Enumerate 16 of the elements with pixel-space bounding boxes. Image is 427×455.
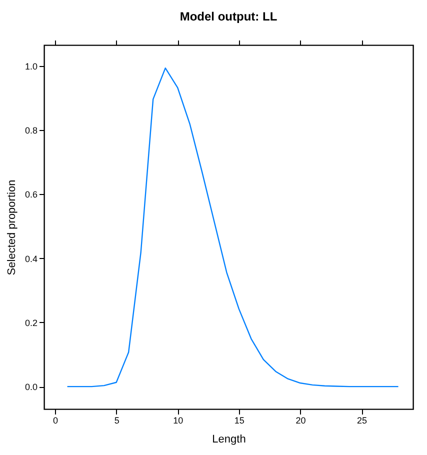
x-tick-label: 5 [114,416,120,426]
x-tick-label: 20 [296,416,306,426]
y-tick-label: 0.0 [24,382,38,392]
y-tick-label: 0.6 [24,190,38,200]
y-tick-label: 1.0 [24,61,38,72]
y-tick-label: 0.4 [24,254,38,264]
x-tick-label: 10 [173,416,184,426]
y-tick-label: 0.8 [24,125,38,136]
chart-title: Model output: LL [180,10,278,24]
x-tick-label: 25 [357,416,368,426]
line-series [66,67,399,388]
x-tick-label: 0 [53,416,58,426]
x-axis-title: Length [212,434,246,446]
y-tick-label: 0.2 [24,318,38,328]
y-axis-title: Selected proportion [6,180,18,276]
x-tick-label: 15 [234,416,244,426]
